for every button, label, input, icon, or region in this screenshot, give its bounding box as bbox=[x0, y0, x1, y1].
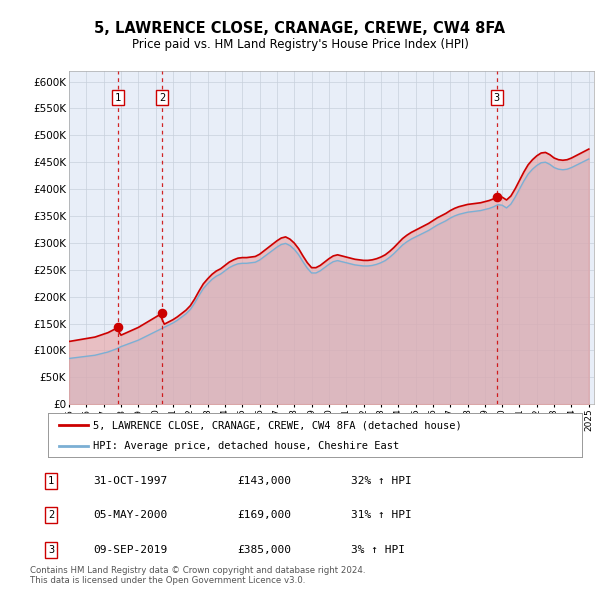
Text: 05-MAY-2000: 05-MAY-2000 bbox=[93, 510, 167, 520]
Text: Contains HM Land Registry data © Crown copyright and database right 2024.
This d: Contains HM Land Registry data © Crown c… bbox=[30, 566, 365, 585]
Point bbox=[157, 309, 167, 318]
Text: £143,000: £143,000 bbox=[237, 476, 291, 486]
Text: 09-SEP-2019: 09-SEP-2019 bbox=[93, 545, 167, 555]
Text: 3: 3 bbox=[48, 545, 54, 555]
Text: 32% ↑ HPI: 32% ↑ HPI bbox=[351, 476, 412, 486]
Text: 31% ↑ HPI: 31% ↑ HPI bbox=[351, 510, 412, 520]
Text: 2: 2 bbox=[159, 93, 165, 103]
Text: 31-OCT-1997: 31-OCT-1997 bbox=[93, 476, 167, 486]
Text: HPI: Average price, detached house, Cheshire East: HPI: Average price, detached house, Ches… bbox=[94, 441, 400, 451]
Text: £169,000: £169,000 bbox=[237, 510, 291, 520]
Text: 2: 2 bbox=[48, 510, 54, 520]
Text: 3: 3 bbox=[494, 93, 500, 103]
Text: 5, LAWRENCE CLOSE, CRANAGE, CREWE, CW4 8FA (detached house): 5, LAWRENCE CLOSE, CRANAGE, CREWE, CW4 8… bbox=[94, 421, 462, 430]
Text: 5, LAWRENCE CLOSE, CRANAGE, CREWE, CW4 8FA: 5, LAWRENCE CLOSE, CRANAGE, CREWE, CW4 8… bbox=[94, 21, 506, 35]
Text: £385,000: £385,000 bbox=[237, 545, 291, 555]
Point bbox=[492, 192, 502, 202]
Point bbox=[113, 323, 123, 332]
Text: 3% ↑ HPI: 3% ↑ HPI bbox=[351, 545, 405, 555]
Text: Price paid vs. HM Land Registry's House Price Index (HPI): Price paid vs. HM Land Registry's House … bbox=[131, 38, 469, 51]
Text: 1: 1 bbox=[48, 476, 54, 486]
Text: 1: 1 bbox=[115, 93, 121, 103]
